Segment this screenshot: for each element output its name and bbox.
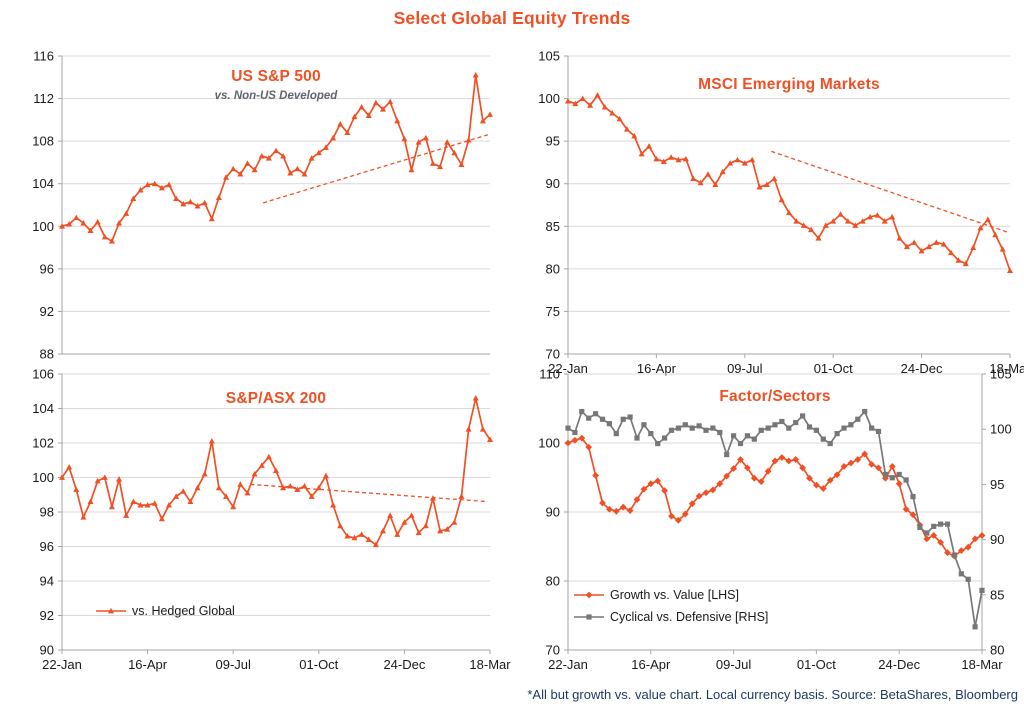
svg-text:90: 90: [990, 532, 1004, 547]
svg-text:80: 80: [546, 574, 560, 589]
svg-text:90: 90: [40, 643, 54, 658]
chart-us-sp500-canvas: 88 92 96 100 104 108 112 116: [20, 44, 508, 362]
svg-text:96: 96: [40, 539, 54, 554]
svg-text:116: 116: [33, 49, 54, 64]
svg-text:96: 96: [40, 261, 54, 276]
svg-text:01-Oct: 01-Oct: [797, 657, 836, 672]
svg-text:104: 104: [32, 401, 54, 416]
svg-text:104: 104: [32, 176, 54, 191]
page-title: Select Global Equity Trends: [393, 8, 631, 28]
svg-text:100: 100: [990, 422, 1012, 437]
svg-text:16-Apr: 16-Apr: [631, 657, 671, 672]
svg-text:01-Oct: 01-Oct: [299, 657, 338, 672]
svg-text:106: 106: [32, 367, 54, 382]
legend-factor-sectors: Growth vs. Value [LHS] Cyclical vs. Defe…: [574, 588, 768, 624]
svg-text:108: 108: [32, 134, 54, 149]
chart-asx200-canvas: 90 92 94 96 98 100 102 104 106 22-Jan 16-Apr 09-Jul…: [20, 362, 511, 680]
svg-text:90: 90: [546, 176, 560, 191]
legend-label: Growth vs. Value [LHS]: [610, 588, 739, 602]
svg-text:80: 80: [990, 643, 1004, 658]
legend-label: Cyclical vs. Defensive [RHS]: [610, 610, 769, 624]
svg-text:24-Dec: 24-Dec: [878, 657, 920, 672]
svg-text:100: 100: [538, 436, 560, 451]
chart-msci-em-canvas: 70 75 80 85 90 95 100 105 22-Jan 16-Apr 09-Jul 01-O…: [528, 44, 1024, 377]
chart-title-msci-em: MSCI Emerging Markets: [698, 76, 880, 93]
svg-text:22-Jan: 22-Jan: [548, 361, 588, 376]
svg-text:100: 100: [32, 470, 54, 485]
svg-text:105: 105: [990, 367, 1012, 382]
chart-subtitle-us-sp500: vs. Non-US Developed: [214, 90, 338, 102]
svg-text:85: 85: [990, 587, 1004, 602]
chart-title-us-sp500: US S&P 500: [231, 68, 321, 85]
svg-text:105: 105: [538, 49, 560, 64]
svg-text:18-Mar: 18-Mar: [989, 361, 1024, 376]
footnote: *All but growth vs. value chart. Local c…: [527, 687, 1018, 702]
svg-text:95: 95: [546, 134, 560, 149]
svg-text:92: 92: [40, 608, 54, 623]
diamond-line-marker-icon: [574, 590, 604, 600]
svg-text:94: 94: [40, 574, 54, 589]
svg-text:85: 85: [546, 219, 560, 234]
svg-text:01-Oct: 01-Oct: [814, 361, 853, 376]
chart-title-asx200: S&P/ASX 200: [225, 390, 327, 407]
square-line-marker-icon: [574, 612, 604, 622]
legend-item: Cyclical vs. Defensive [RHS]: [574, 610, 768, 624]
chart-factor-sectors: 70 80 90 100 110 80 85 90 95 100 105 22-Jan 16-Apr 09…: [528, 362, 1022, 680]
svg-text:70: 70: [546, 347, 560, 362]
svg-text:16-Apr: 16-Apr: [128, 657, 168, 672]
legend-label: vs. Hedged Global: [132, 604, 235, 618]
chart-factor-sectors-canvas: 70 80 90 100 110 80 85 90 95 100 105 22-Jan 16-Apr 09…: [528, 362, 1022, 680]
svg-text:09-Jul: 09-Jul: [727, 361, 763, 376]
svg-text:16-Apr: 16-Apr: [637, 361, 677, 376]
svg-text:112: 112: [33, 91, 54, 106]
svg-text:24-Dec: 24-Dec: [383, 657, 425, 672]
svg-text:100: 100: [538, 91, 560, 106]
svg-text:22-Jan: 22-Jan: [548, 657, 588, 672]
svg-text:24-Dec: 24-Dec: [901, 361, 943, 376]
svg-text:102: 102: [32, 436, 54, 451]
svg-text:09-Jul: 09-Jul: [716, 657, 752, 672]
svg-text:18-Mar: 18-Mar: [961, 657, 1003, 672]
triangle-line-marker-icon: [96, 606, 126, 616]
svg-text:70: 70: [546, 643, 560, 658]
chart-title-factor-sectors: Factor/Sectors: [719, 388, 831, 405]
svg-text:100: 100: [32, 219, 54, 234]
svg-text:90: 90: [546, 505, 560, 520]
svg-text:92: 92: [40, 304, 54, 319]
legend-item: Growth vs. Value [LHS]: [574, 588, 768, 602]
svg-text:09-Jul: 09-Jul: [215, 657, 251, 672]
svg-text:110: 110: [539, 367, 560, 382]
svg-text:88: 88: [40, 347, 54, 362]
svg-text:22-Jan: 22-Jan: [42, 657, 82, 672]
chart-asx200: 90 92 94 96 98 100 102 104 106 22-Jan 16-Apr 09-Jul…: [20, 362, 511, 680]
svg-text:95: 95: [990, 477, 1004, 492]
chart-us-sp500: 88 92 96 100 104 108 112 116 US S&P 500 vs. Non…: [20, 44, 508, 362]
svg-text:18-Mar: 18-Mar: [469, 657, 511, 672]
svg-text:80: 80: [546, 261, 560, 276]
legend-asx200: vs. Hedged Global: [96, 604, 235, 618]
legend-item: vs. Hedged Global: [96, 604, 235, 618]
svg-text:75: 75: [546, 304, 560, 319]
chart-msci-em: 70 75 80 85 90 95 100 105 22-Jan 16-Apr 09-Jul 01-O…: [528, 44, 1024, 377]
svg-text:98: 98: [40, 505, 54, 520]
